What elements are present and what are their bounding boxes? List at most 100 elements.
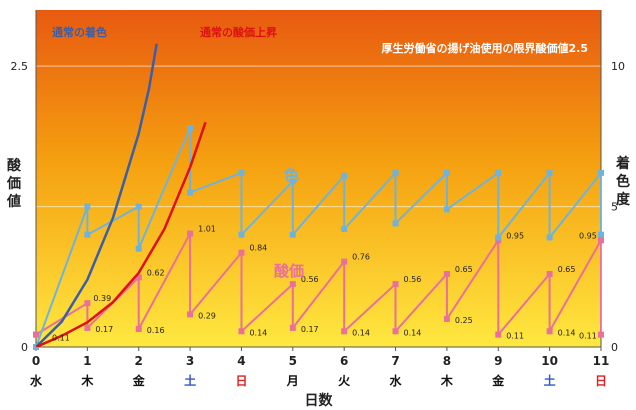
series-point	[289, 178, 296, 185]
x-tick-label: 6	[340, 354, 348, 368]
y-left-axis-label: 値	[6, 193, 21, 210]
data-label: 0.17	[95, 325, 113, 334]
series-line	[36, 43, 158, 347]
series-point	[84, 231, 91, 238]
weekday-label: 日	[235, 374, 247, 388]
color-annotation: 色	[284, 166, 299, 184]
weekday-label: 日	[595, 374, 607, 388]
data-label: 0.95	[506, 231, 524, 240]
series-point	[238, 328, 245, 335]
data-label: 0.84	[249, 244, 267, 253]
x-tick-label: 7	[391, 354, 399, 368]
y-right-tick-label: 10	[611, 60, 625, 73]
x-tick-label: 2	[135, 354, 143, 368]
series-point	[392, 169, 399, 176]
data-label: 0.14	[249, 328, 267, 337]
series-point	[546, 234, 553, 241]
series-point	[495, 169, 502, 176]
series-point	[341, 226, 348, 233]
normal-acid-annotation: 通常の酸価上昇	[200, 25, 277, 39]
data-label: 0.25	[455, 316, 473, 325]
data-label: 0.14	[404, 328, 422, 337]
series-point	[187, 230, 194, 237]
series-point	[392, 328, 399, 335]
series-point	[341, 328, 348, 335]
y-right-axis-label: 色	[616, 173, 630, 190]
series-point	[135, 245, 142, 252]
weekday-label: 金	[132, 373, 146, 388]
y-left-axis-label: 価	[6, 175, 21, 192]
series-point	[84, 324, 91, 331]
series-point	[598, 231, 604, 238]
x-tick-label: 10	[541, 354, 558, 368]
series-point	[135, 326, 142, 333]
y-left-axis-label: 酸	[7, 157, 22, 174]
weekday-label: 木	[80, 373, 94, 388]
series-point	[495, 331, 502, 338]
series-point	[33, 331, 39, 338]
data-label: 0.56	[301, 275, 319, 284]
y-right-axis-label: 着	[615, 155, 630, 172]
data-label: 0.65	[455, 265, 473, 274]
data-label: 1.01	[198, 225, 216, 234]
series-point	[598, 331, 604, 338]
data-label: 0.56	[404, 275, 422, 284]
y-right-axis-label: 度	[616, 191, 631, 208]
data-label: 0.11	[579, 332, 597, 341]
series-point	[341, 172, 348, 179]
data-label: 0.62	[147, 268, 165, 277]
data-label: 0.17	[301, 325, 319, 334]
series-point	[238, 231, 245, 238]
y-left-tick-label: 0	[21, 341, 28, 354]
series-line	[36, 121, 207, 347]
chart-title: 厚生労働省の揚げ油使用の限界酸価値2.5	[382, 41, 589, 55]
series-point	[443, 206, 450, 213]
series-point	[187, 311, 194, 318]
data-label: 0.29	[198, 311, 216, 320]
series-point	[238, 249, 245, 256]
weekday-label: 土	[544, 373, 556, 388]
data-label: 0.14	[558, 328, 576, 337]
series-point	[598, 169, 604, 176]
x-tick-label: 5	[289, 354, 297, 368]
series-point	[598, 237, 604, 244]
weekday-label: 木	[440, 373, 454, 388]
series-point	[443, 169, 450, 176]
x-tick-label: 3	[186, 354, 194, 368]
series-point	[546, 270, 553, 277]
normal-color-annotation: 通常の着色	[52, 25, 107, 39]
y-right-tick-label: 5	[611, 201, 618, 214]
data-label: 0.16	[147, 326, 165, 335]
series-point	[392, 281, 399, 288]
series-point	[546, 328, 553, 335]
data-label: 0.39	[93, 294, 111, 303]
data-label: 0.11	[506, 332, 524, 341]
series-point	[443, 270, 450, 277]
data-label: 0.65	[558, 265, 576, 274]
x-tick-label: 9	[494, 354, 502, 368]
weekday-label: 土	[184, 373, 196, 388]
series-point	[135, 203, 142, 210]
y-right-tick-label: 0	[611, 341, 618, 354]
series-point	[289, 231, 296, 238]
data-label: 0.76	[352, 253, 370, 262]
x-axis-label: 日数	[305, 392, 334, 409]
weekday-label: 水	[30, 373, 43, 388]
series-point	[289, 281, 296, 288]
data-label: 0.14	[352, 328, 370, 337]
x-tick-label: 8	[443, 354, 451, 368]
series-point	[187, 124, 194, 131]
weekday-label: 金	[491, 373, 505, 388]
y-left-tick-label: 2.5	[11, 60, 29, 73]
series-point	[341, 258, 348, 265]
data-label: 0.95	[579, 231, 597, 240]
series-point	[289, 324, 296, 331]
data-label: 0.11	[52, 334, 70, 343]
series-point	[84, 300, 91, 307]
x-tick-label: 11	[593, 354, 610, 368]
series-point	[238, 169, 245, 176]
series-point	[495, 234, 502, 241]
weekday-label: 火	[338, 374, 351, 388]
weekday-label: 水	[390, 373, 403, 388]
